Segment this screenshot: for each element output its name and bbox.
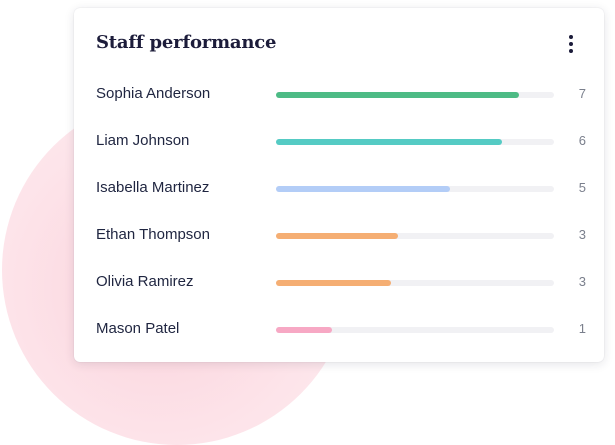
- staff-name: Sophia Anderson: [96, 85, 211, 102]
- staff-row: Sophia Anderson 7: [96, 83, 586, 107]
- staff-count: 1: [578, 321, 586, 336]
- staff-count: 5: [578, 180, 586, 195]
- staff-row: Isabella Martinez 5: [96, 177, 586, 201]
- staff-count: 7: [578, 86, 586, 101]
- staff-name: Ethan Thompson: [96, 226, 210, 243]
- performance-bar-fill: [276, 327, 332, 333]
- staff-count: 3: [578, 227, 586, 242]
- performance-bar-fill: [276, 92, 520, 98]
- performance-bar-track: [276, 139, 554, 145]
- card-header: Staff performance: [96, 30, 582, 60]
- staff-row: Olivia Ramirez 3: [96, 271, 586, 295]
- staff-row: Ethan Thompson 3: [96, 224, 586, 248]
- card-title: Staff performance: [96, 32, 277, 53]
- staff-performance-card: Staff performance Sophia Anderson 7 Liam…: [74, 8, 604, 362]
- kebab-dot: [569, 35, 573, 39]
- performance-bar-track: [276, 186, 554, 192]
- staff-name: Mason Patel: [96, 320, 180, 337]
- staff-count: 6: [578, 133, 586, 148]
- performance-bar-track: [276, 233, 554, 239]
- staff-name: Liam Johnson: [96, 132, 190, 149]
- kebab-menu-icon[interactable]: [566, 34, 576, 54]
- performance-bar-fill: [276, 139, 502, 145]
- performance-bar-track: [276, 280, 554, 286]
- staff-row: Mason Patel 1: [96, 318, 586, 342]
- kebab-dot: [569, 49, 573, 53]
- performance-bar-fill: [276, 280, 391, 286]
- performance-bar-track: [276, 92, 554, 98]
- staff-name: Olivia Ramirez: [96, 273, 194, 290]
- staff-count: 3: [578, 274, 586, 289]
- performance-bar-fill: [276, 186, 450, 192]
- performance-bar-track: [276, 327, 554, 333]
- performance-bar-fill: [276, 233, 398, 239]
- kebab-dot: [569, 42, 573, 46]
- staff-name: Isabella Martinez: [96, 179, 210, 196]
- staff-row: Liam Johnson 6: [96, 130, 586, 154]
